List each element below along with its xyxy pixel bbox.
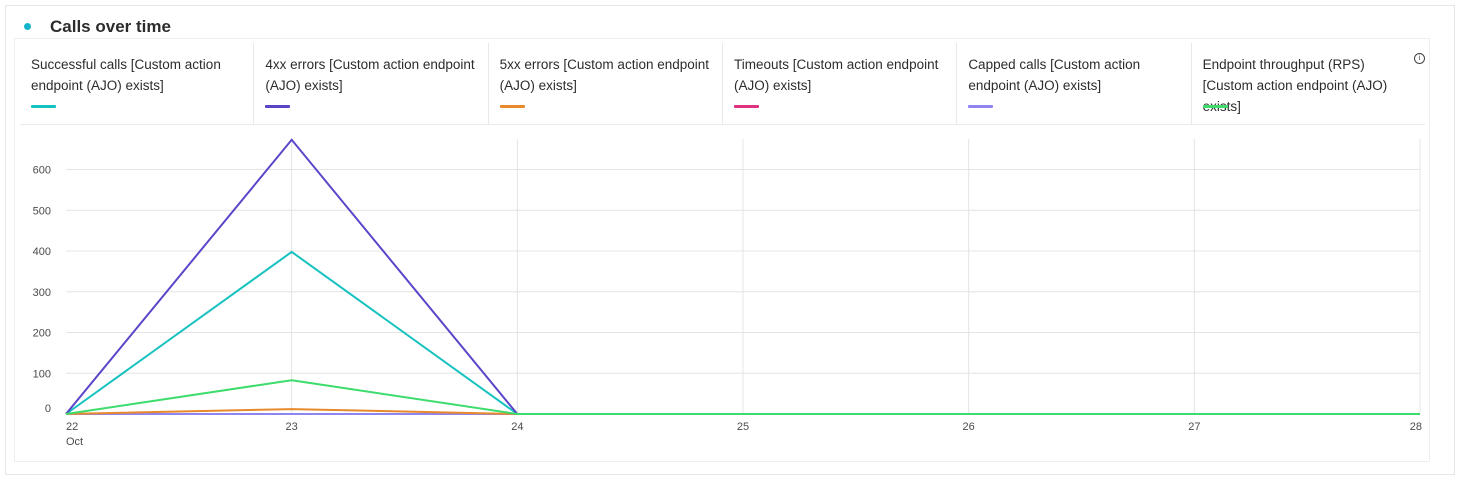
card-title: Calls over time [50,17,171,36]
y-tick-label: 600 [33,165,51,177]
y-tick-label: 300 [33,287,51,299]
legend-item-5xx-errors[interactable]: 5xx errors [Custom action endpoint (AJO)… [489,43,723,124]
chart-series [65,138,1420,415]
legend-label: Capped calls [Custom action endpoint (AJ… [968,57,1141,93]
x-tick-label: 28 [1410,421,1422,433]
chart-frame [14,38,1430,462]
legend-item-successful-calls[interactable]: Successful calls [Custom action endpoint… [20,43,255,124]
x-tick-label: 22 [66,421,78,433]
chart-legend: Successful calls [Custom action endpoint… [20,43,1425,125]
legend-swatch [265,105,291,108]
legend-item-endpoint-throughput[interactable]: Endpoint throughput (RPS) [Custom action… [1192,43,1425,124]
legend-label: Endpoint throughput (RPS) [Custom action… [1202,57,1388,114]
series-line-5[interactable] [65,379,1420,415]
chart-grid [66,139,1421,415]
x-tick-label: 23 [286,421,298,433]
legend-swatch [499,105,525,108]
legend-item-capped-calls[interactable]: Capped calls [Custom action endpoint (AJ… [957,43,1192,124]
x-axis-ticks: 22 23 24 25 26 27 28 Oct [66,421,1422,448]
y-tick-label: 400 [33,246,51,258]
y-tick-label: 100 [33,368,51,380]
legend-item-timeouts[interactable]: Timeouts [Custom action endpoint (AJO) e… [723,43,958,124]
title-status-dot [24,23,31,30]
y-axis-ticks: 0 100 200 300 400 500 600 [33,165,51,415]
x-tick-label: 25 [737,421,749,433]
x-tick-label: 26 [963,421,975,433]
legend-label: Timeouts [Custom action endpoint (AJO) e… [733,57,939,93]
legend-swatch [31,105,56,108]
legend-swatch [1202,105,1228,108]
x-tick-label: 24 [511,421,523,433]
x-month-label: Oct [66,436,83,448]
y-tick-label: 500 [33,205,51,217]
info-icon[interactable]: i [1413,53,1425,64]
legend-label: 5xx errors [Custom action endpoint (AJO)… [499,57,710,93]
legend-swatch [968,105,994,108]
legend-label: 4xx errors [Custom action endpoint (AJO)… [265,57,475,93]
legend-item-4xx-errors[interactable]: 4xx errors [Custom action endpoint (AJO)… [254,43,489,124]
legend-label: Successful calls [Custom action endpoint… [31,57,221,93]
x-tick-label: 27 [1188,421,1200,433]
y-tick-label: 0 [45,403,51,415]
calls-over-time-card [5,5,1455,475]
y-tick-label: 200 [33,328,51,340]
legend-swatch [733,105,759,108]
